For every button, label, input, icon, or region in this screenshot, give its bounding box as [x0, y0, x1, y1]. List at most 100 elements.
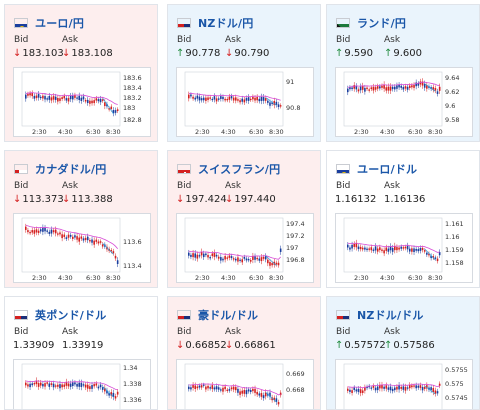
candle — [112, 392, 115, 397]
pair-title-link[interactable]: NZドル/ドル — [357, 309, 424, 322]
price-chart[interactable]: 91 90.8 2:30 4:30 6:30 8:30 — [176, 67, 314, 137]
candle — [31, 383, 34, 386]
bid-label: Bid — [177, 327, 192, 337]
candle — [383, 250, 385, 254]
candle — [408, 384, 411, 389]
y-tick-label: 9.58 — [445, 116, 459, 124]
candle — [406, 387, 409, 389]
candle — [247, 258, 250, 261]
candle — [215, 254, 218, 257]
candle — [224, 386, 226, 390]
price-chart[interactable]: 9.64 9.62 9.6 9.58 2:30 4:30 6:30 8:30 — [335, 67, 473, 137]
candle — [209, 387, 211, 389]
candle — [57, 97, 59, 102]
candle — [116, 109, 119, 112]
bid-number: 90.778 — [185, 48, 221, 59]
price-chart[interactable]: 0.669 0.668 — [176, 359, 314, 409]
candle — [27, 384, 29, 387]
pair-title-link[interactable]: カナダドル/円 — [35, 163, 107, 176]
candle — [438, 383, 441, 386]
x-tick-label: 4:30 — [380, 274, 395, 282]
arrow-up-icon: ↑ — [335, 340, 344, 351]
candle — [213, 96, 216, 100]
candle — [400, 386, 403, 389]
x-tick-label: 2:30 — [32, 274, 47, 282]
price-chart[interactable]: 183.6 183.4 183.2 183 182.8 2:30 4:30 6:30 8:30 — [13, 67, 151, 137]
y-tick-label: 91 — [286, 78, 294, 86]
ask-number: 113.388 — [71, 194, 113, 205]
x-tick-label: 2:30 — [32, 128, 47, 136]
candle — [411, 385, 413, 388]
candle — [389, 86, 392, 91]
candle — [249, 98, 252, 101]
bid-label: Bid — [336, 35, 351, 45]
currency-card[interactable]: NZドル/円 Bid Ask ↑ 90.778 ↓ 90.790 91 90.8 2:30 4:30… — [167, 4, 321, 142]
candle — [215, 386, 218, 390]
pair-title-link[interactable]: 豪ドル/ドル — [198, 309, 259, 322]
ask-label: Ask — [384, 35, 401, 45]
candle — [69, 383, 72, 387]
candle — [374, 246, 377, 251]
candle — [48, 383, 51, 387]
price-chart[interactable]: 1.161 1.16 1.159 1.158 2:30 4:30 6:30 8:30 — [335, 213, 473, 283]
candle — [42, 95, 44, 99]
candle — [347, 244, 349, 248]
candle — [35, 380, 38, 385]
candle — [254, 256, 256, 260]
currency-card[interactable]: ランド/円 Bid Ask ↑ 9.590 ↑ 9.600 9.64 9.62 9.6 9.58 2:… — [326, 4, 480, 142]
candle — [65, 98, 68, 101]
candle — [50, 229, 53, 234]
pair-title-link[interactable]: NZドル/円 — [198, 17, 254, 30]
y-tick-label: 0.5755 — [445, 366, 468, 374]
candle — [222, 387, 224, 392]
candle — [359, 246, 362, 250]
currency-card[interactable]: 英ポンド/ドル Bid Ask 1.33909 1.33919 1.34 1.338 1.33… — [4, 296, 158, 410]
candle — [385, 87, 388, 91]
y-tick-label: 196.8 — [286, 256, 305, 264]
candle — [25, 94, 27, 99]
pair-title-link[interactable]: 英ポンド/ドル — [35, 309, 107, 322]
pair-title-link[interactable]: ユーロ/円 — [35, 17, 85, 30]
price-chart[interactable]: 0.5755 0.575 0.5745 — [335, 359, 473, 409]
candle — [241, 390, 244, 394]
ask-label: Ask — [384, 327, 401, 337]
candle — [194, 253, 197, 258]
nz-jp-flag-icon — [177, 18, 191, 28]
candle — [376, 248, 379, 252]
candle — [84, 237, 87, 241]
x-tick-label: 6:30 — [86, 274, 101, 282]
trend-line — [265, 97, 277, 106]
arrow-down-icon: ↓ — [225, 194, 234, 205]
currency-card[interactable]: 豪ドル/ドル Bid Ask ↓ 0.66852 ↓ 0.66861 0.669 0.668 — [167, 296, 321, 410]
pair-title-link[interactable]: ランド/円 — [357, 17, 407, 30]
pair-title-link[interactable]: ユーロ/ドル — [357, 163, 418, 176]
price-chart[interactable]: 1.34 1.338 1.336 — [13, 359, 151, 409]
candle — [190, 387, 192, 390]
candle — [31, 93, 34, 97]
candle — [194, 97, 197, 100]
candle — [200, 251, 203, 256]
y-tick-label: 197.2 — [286, 232, 305, 240]
candle — [50, 383, 53, 385]
currency-card[interactable]: ユーロ/ドル Bid Ask 1.16132 1.16136 1.161 1.16 1.159… — [326, 150, 480, 288]
y-tick-label: 183 — [123, 104, 135, 112]
candle — [220, 389, 222, 391]
currency-card[interactable]: NZドル/ドル Bid Ask ↑ 0.57572 ↑ 0.57586 0.5755 0.575… — [326, 296, 480, 410]
x-tick-label: 6:30 — [249, 128, 264, 136]
candle — [279, 105, 282, 107]
moving-average-line — [188, 250, 281, 260]
candle — [63, 95, 66, 99]
candle — [423, 386, 426, 389]
y-tick-label: 182.8 — [123, 116, 142, 124]
candle — [260, 96, 263, 101]
currency-card[interactable]: スイスフラン/円 Bid Ask ↓ 197.424 ↓ 197.440 197.4 197.2… — [167, 150, 321, 288]
price-chart[interactable]: 197.4 197.2 197 196.8 2:30 4:30 6:30 8:30 — [176, 213, 314, 283]
price-chart[interactable]: 113.6 113.4 2:30 4:30 6:30 8:30 — [13, 213, 151, 283]
candle — [188, 252, 190, 256]
plot-area — [21, 217, 121, 273]
moving-average-line — [188, 383, 281, 396]
currency-card[interactable]: ユーロ/円 Bid Ask ↓ 183.103 ↓ 183.108 183.6 183.4 183… — [4, 4, 158, 142]
bid-number: 0.57572 — [344, 340, 386, 351]
currency-card[interactable]: カナダドル/円 Bid Ask ↓ 113.373 ↓ 113.388 113.6 113.4 2… — [4, 150, 158, 288]
pair-title-link[interactable]: スイスフラン/円 — [198, 163, 281, 176]
